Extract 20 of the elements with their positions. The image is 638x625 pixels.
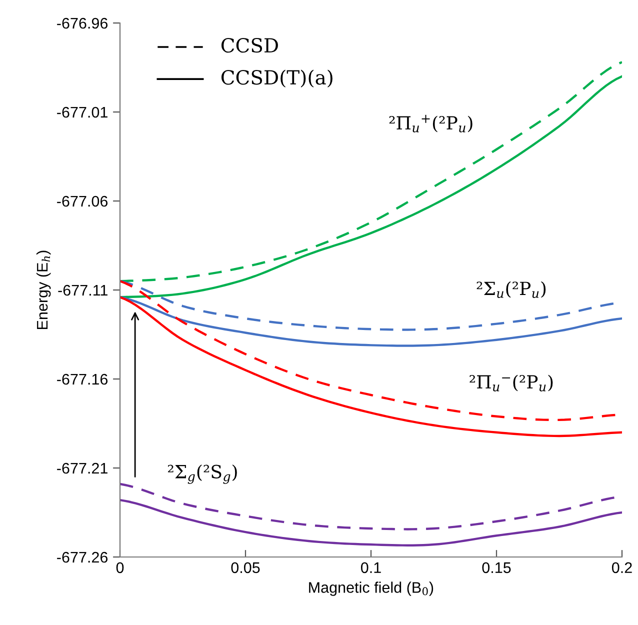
y-tick-label: -677.11 [58, 284, 108, 296]
y-axis-title: Energy (E$_{h}$) [36, 250, 51, 330]
annotation: ²Π$_{u}$$^{−}$(²P$_{u}$) [470, 374, 553, 392]
y-tick-label: -677.01 [57, 106, 108, 118]
y-tick-label: -677.26 [57, 552, 108, 563]
x-tick-label: 0.15 [482, 562, 511, 574]
x-axis-title: Magnetic field (B$_{0}$) [309, 582, 434, 596]
annotation: ²Σ$_{g}$(²S$_{g}$) [168, 464, 237, 484]
y-tick-label: -676.96 [57, 18, 108, 29]
x-tick-label: 0.05 [231, 562, 260, 574]
annotation: ²Π$_{u}$$^{+}$(²P$_{u}$) [389, 114, 472, 132]
x-tick-label: 0 [116, 562, 124, 574]
annotation: CCSD [221, 38, 278, 53]
x-tick-label: 0.2 [612, 562, 632, 574]
y-tick-label: -677.16 [57, 374, 108, 385]
annotation: ²Σ$_{u}$(²P$_{u}$) [476, 281, 546, 298]
annotation: CCSD(T)(a) [221, 70, 332, 88]
y-tick-label: -677.21 [57, 462, 108, 474]
y-tick-label: -677.06 [57, 196, 108, 207]
x-tick-label: 0.1 [360, 562, 381, 574]
